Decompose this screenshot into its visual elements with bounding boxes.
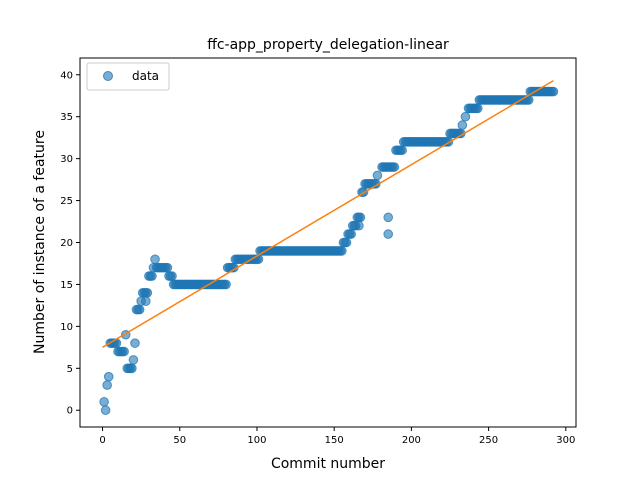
data-point xyxy=(397,145,407,156)
y-tick-label: 0 xyxy=(67,406,73,417)
data-point xyxy=(142,288,153,298)
chart-title: ffc-app_property_delegation-linear xyxy=(207,37,449,53)
data-point xyxy=(354,220,364,231)
data-point xyxy=(130,338,140,348)
data-point xyxy=(140,296,151,307)
data-point xyxy=(119,346,129,357)
x-tick-label: 100 xyxy=(247,435,266,446)
data-point xyxy=(346,229,356,239)
legend-label: data xyxy=(132,69,159,83)
legend-frame xyxy=(86,62,170,91)
y-tick-label: 15 xyxy=(60,280,73,291)
fit-line xyxy=(102,79,554,348)
y-tick-label: 10 xyxy=(60,322,73,333)
data-point xyxy=(103,371,114,382)
y-tick-label: 40 xyxy=(60,70,73,81)
data-point xyxy=(383,212,394,223)
data-point xyxy=(150,254,160,265)
data-point xyxy=(383,229,394,239)
x-tick-label: 50 xyxy=(173,435,186,446)
x-tick-label: 0 xyxy=(99,435,105,446)
data-point xyxy=(389,162,400,172)
y-tick-label: 30 xyxy=(60,154,73,165)
x-axis-label: Commit number xyxy=(271,456,385,472)
data-point xyxy=(100,405,111,416)
data-point xyxy=(134,304,145,315)
data-point xyxy=(128,355,139,365)
data-point xyxy=(167,271,177,281)
data-point xyxy=(102,380,112,390)
data-point xyxy=(341,237,352,248)
axes-frame xyxy=(79,57,577,428)
data-point xyxy=(355,212,366,223)
x-tick-label: 150 xyxy=(325,435,344,446)
x-tick-label: 300 xyxy=(556,435,575,446)
data-point xyxy=(457,120,468,130)
axes: 0 50 100 150 200 250 300 0 5 10 15 20 25 30 35 40 xyxy=(60,57,577,446)
y-tick-label: 5 xyxy=(67,364,73,375)
legend-marker xyxy=(103,71,113,81)
data-point xyxy=(127,363,137,374)
data-point xyxy=(460,111,471,122)
data-points xyxy=(99,86,559,416)
data-point xyxy=(221,279,231,290)
data-point xyxy=(472,103,483,114)
fit-line-group xyxy=(102,79,554,348)
y-tick-label: 25 xyxy=(60,196,73,207)
data-point xyxy=(337,246,347,256)
data-point xyxy=(372,170,383,181)
data-point xyxy=(162,262,173,273)
x-tick-label: 200 xyxy=(402,435,421,446)
legend: data xyxy=(86,62,170,91)
data-point xyxy=(99,397,109,407)
data-point xyxy=(147,271,157,281)
x-tick-label: 250 xyxy=(479,435,498,446)
data-point xyxy=(548,86,559,97)
y-axis-label: Number of instance of a feature xyxy=(32,130,48,354)
y-tick-label: 35 xyxy=(60,112,73,123)
y-tick-label: 20 xyxy=(60,238,73,249)
